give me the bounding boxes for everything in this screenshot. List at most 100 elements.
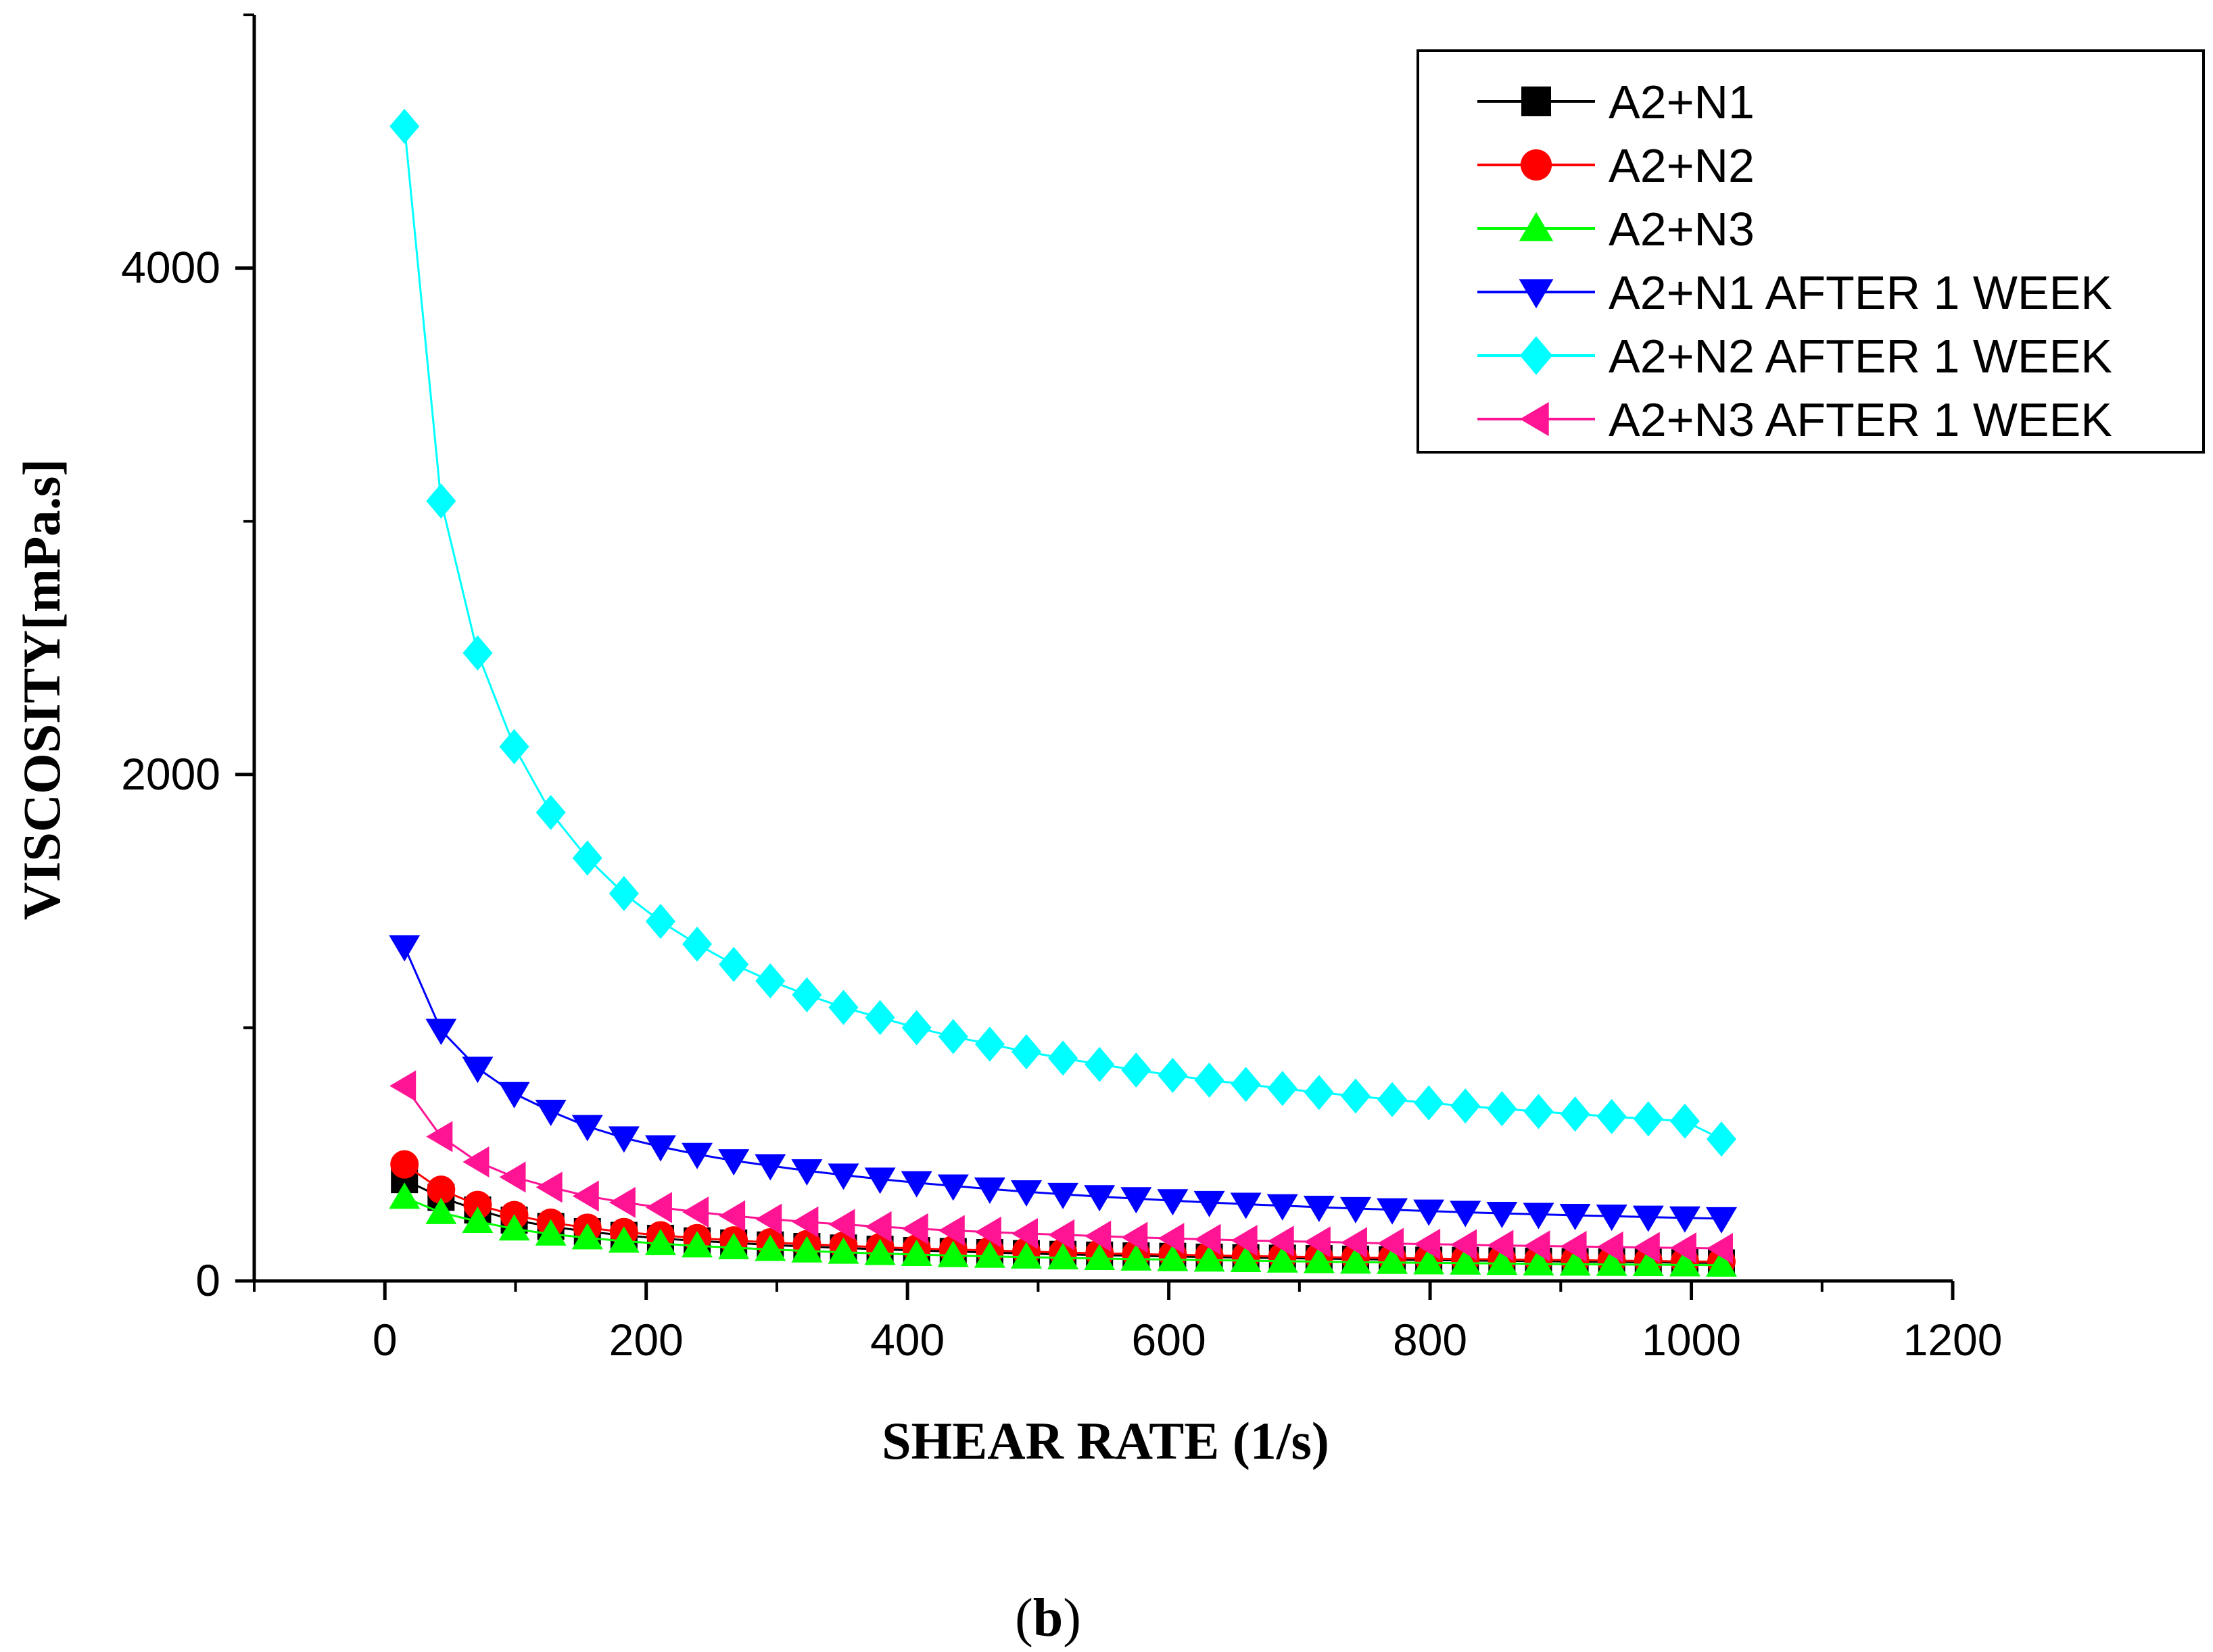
data-point (1450, 1229, 1477, 1261)
legend-marker (1521, 87, 1551, 116)
data-point (1377, 1228, 1404, 1259)
data-point (1523, 1094, 1554, 1129)
data-point (1596, 1231, 1623, 1263)
data-point (718, 1232, 750, 1259)
data-point (1340, 1227, 1367, 1259)
data-point (1487, 1091, 1517, 1127)
series-line (403, 946, 1722, 1220)
data-point (864, 1238, 896, 1265)
data-point (1339, 1196, 1371, 1223)
data-point (682, 1142, 713, 1169)
data-point (390, 1150, 419, 1179)
data-point (1377, 1247, 1408, 1274)
legend-entry: A2+N1 AFTER 1 WEEK (1477, 266, 2112, 319)
data-point (426, 483, 456, 519)
data-point (791, 1236, 823, 1263)
data-point (1158, 1223, 1185, 1255)
data-point (1669, 1103, 1700, 1139)
x-tick-label: 800 (1393, 1315, 1467, 1365)
data-point (1596, 1249, 1627, 1276)
legend-box (1417, 49, 2205, 454)
data-point (1304, 1075, 1334, 1111)
x-tick-label: 400 (870, 1315, 945, 1365)
data-point (1560, 1231, 1587, 1263)
data-point (1633, 1101, 1663, 1137)
data-point (1266, 1194, 1298, 1221)
x-tick-label: 1000 (1642, 1315, 1741, 1365)
data-point (609, 875, 639, 911)
data-point (865, 1211, 892, 1242)
series-6 (389, 1070, 1733, 1265)
data-point (1267, 1225, 1294, 1257)
data-point (1230, 1246, 1262, 1273)
data-point (535, 1219, 567, 1246)
data-point (1084, 1244, 1116, 1271)
series-5 (389, 108, 1736, 1157)
data-point (974, 1026, 1005, 1062)
data-point (462, 1056, 494, 1084)
data-point (755, 1234, 786, 1261)
legend-marker (1519, 336, 1553, 375)
series-layer (389, 108, 1737, 1277)
legend-label: A2+N1 (1609, 76, 1755, 128)
data-point (609, 1186, 636, 1218)
data-point (1523, 1202, 1554, 1230)
data-point (1304, 1226, 1331, 1258)
data-point (1413, 1248, 1445, 1275)
data-point (645, 1192, 672, 1223)
data-point (718, 1149, 750, 1176)
data-point (1230, 1192, 1262, 1219)
data-point (719, 946, 749, 982)
data-point (644, 1135, 676, 1162)
data-point (682, 926, 713, 962)
data-point (974, 1177, 1005, 1205)
data-point (1632, 1250, 1664, 1277)
data-point (1413, 1199, 1445, 1226)
legend-label: A2+N2 (1609, 139, 1755, 192)
data-point (792, 1206, 819, 1238)
data-point (571, 1223, 603, 1250)
data-point (389, 1070, 417, 1102)
data-point (828, 1163, 859, 1190)
data-point (864, 1167, 896, 1194)
legend-marker (1519, 279, 1554, 309)
data-point (1085, 1220, 1112, 1252)
data-point (1632, 1205, 1664, 1232)
panel-label-close: ) (1063, 1588, 1081, 1648)
x-tick-label: 200 (609, 1315, 684, 1365)
data-point (535, 1100, 567, 1127)
data-point (1705, 1207, 1737, 1234)
data-point (1450, 1088, 1481, 1124)
data-point (1193, 1245, 1225, 1272)
data-point (1487, 1230, 1514, 1261)
data-point (425, 1197, 457, 1224)
data-point (1414, 1085, 1444, 1121)
data-point (499, 1161, 526, 1193)
data-point (571, 1115, 603, 1142)
legend-label: A2+N3 (1609, 203, 1755, 256)
x-tick-label: 1200 (1903, 1315, 2003, 1365)
data-point (1047, 1242, 1079, 1269)
data-point (1084, 1185, 1116, 1212)
data-point (1450, 1248, 1481, 1275)
data-point (1669, 1250, 1700, 1277)
data-point (1339, 1247, 1371, 1274)
data-point (828, 1237, 859, 1264)
data-point (1120, 1244, 1152, 1271)
legend-entry: A2+N3 AFTER 1 WEEK (1477, 393, 2112, 446)
data-point (938, 1215, 965, 1246)
legend-entry: A2+N3 (1477, 203, 1755, 256)
data-point (498, 1082, 530, 1109)
data-point (1193, 1190, 1225, 1217)
data-point (1121, 1221, 1148, 1253)
data-point (1486, 1248, 1518, 1276)
panel-label-open: ( (1015, 1588, 1033, 1648)
data-point (499, 729, 529, 764)
series-3 (389, 1182, 1737, 1277)
data-point (1267, 1071, 1298, 1107)
legend-marker (1519, 212, 1554, 241)
panel-label: (b) (1015, 1588, 1081, 1648)
data-point (1303, 1246, 1335, 1273)
data-point (1085, 1046, 1115, 1082)
data-point (463, 1190, 492, 1219)
